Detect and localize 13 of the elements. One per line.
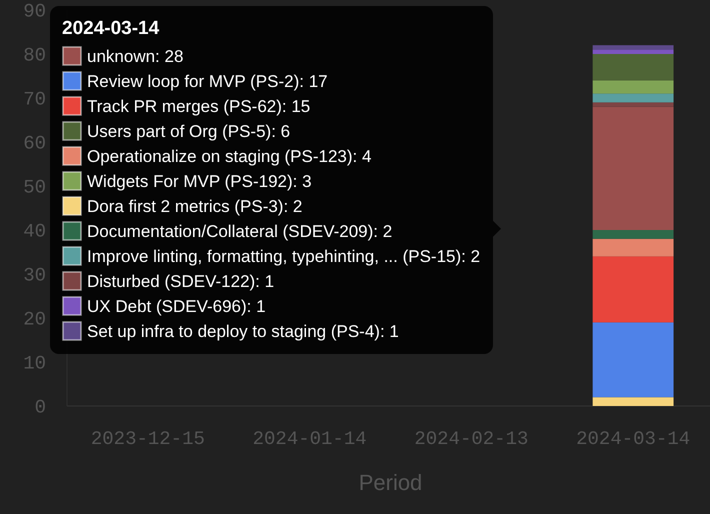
legend-label: Widgets For MVP (PS-192): 3	[87, 172, 312, 191]
legend-label: unknown: 28	[87, 47, 184, 66]
legend-label: Users part of Org (PS-5): 6	[87, 122, 290, 141]
legend-label: Track PR merges (PS-62): 15	[87, 97, 310, 116]
legend-label: Dora first 2 metrics (PS-3): 2	[87, 197, 302, 216]
legend-label: Disturbed (SDEV-122): 1	[87, 272, 274, 291]
legend-label: UX Debt (SDEV-696): 1	[87, 297, 266, 316]
legend-label: Set up infra to deploy to staging (PS-4): 1	[87, 322, 399, 341]
legend-label: Improve linting, formatting, typehinting, ... (PS-15): 2	[87, 247, 480, 266]
legend-label: Documentation/Collateral (SDEV-209): 2	[87, 222, 392, 241]
legend-label: Operationalize on staging (PS-123): 4	[87, 147, 372, 166]
legend-label: Review loop for MVP (PS-2): 17	[87, 72, 328, 91]
legend-title: 2024-03-14	[62, 18, 160, 39]
